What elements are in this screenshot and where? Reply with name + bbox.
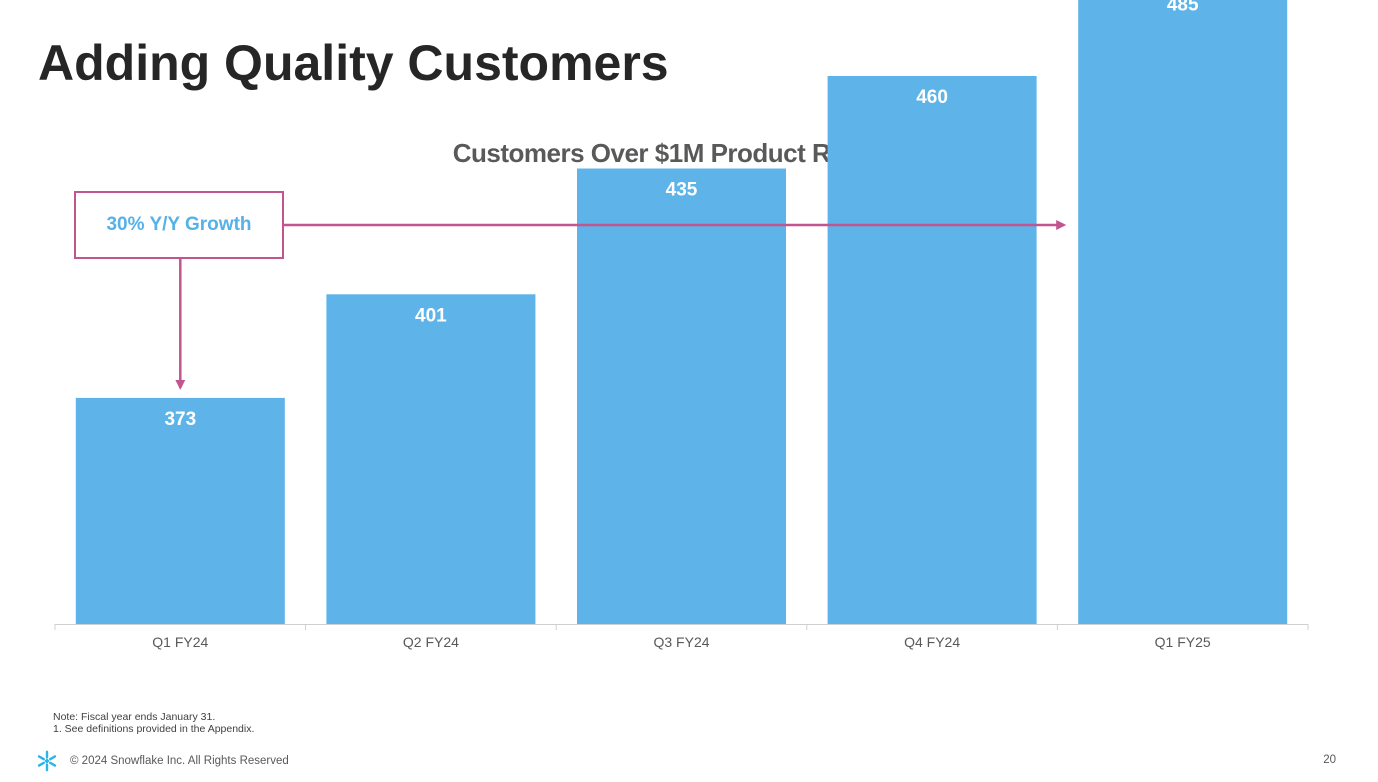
x-tick-label: Q4 FY24 — [904, 634, 960, 650]
growth-callout-text: 30% Y/Y Growth — [106, 214, 252, 235]
bar-q2-fy24 — [326, 294, 536, 624]
bar-value-label: 485 — [1167, 0, 1199, 16]
x-tick-label: Q1 FY24 — [152, 634, 208, 650]
bars-layer: 373 401 435 460 485 — [75, 0, 1288, 624]
bar-q1-fy24 — [75, 397, 285, 624]
x-tick-label: Q3 FY24 — [653, 634, 709, 650]
footnote-fiscal-year: Note: Fiscal year ends January 31. — [53, 711, 216, 723]
bar-value-label: 373 — [164, 409, 196, 430]
x-tick-label: Q2 FY24 — [403, 634, 459, 650]
bar-q3-fy24 — [577, 168, 786, 624]
copyright-text: © 2024 Snowflake Inc. All Rights Reserve… — [70, 755, 289, 767]
growth-annotation — [175, 220, 1067, 390]
bar-q4-fy24 — [827, 76, 1037, 624]
bar-q1-fy25 — [1078, 0, 1288, 624]
footnotes: Note: Fiscal year ends January 31. 1. Se… — [53, 711, 254, 735]
growth-callout-box: 30% Y/Y Growth — [74, 191, 284, 259]
page-number: 20 — [1323, 754, 1336, 766]
footer: © 2024 Snowflake Inc. All Rights Reserve… — [36, 750, 289, 772]
x-axis: Q1 FY24 Q2 FY24 Q3 FY24 Q4 FY24 Q1 FY25 — [54, 624, 1309, 650]
bar-value-label: 401 — [415, 305, 447, 326]
footnote-definitions: 1. See definitions provided in the Appen… — [53, 723, 255, 735]
bar-value-label: 460 — [916, 87, 948, 108]
bar-value-label: 435 — [666, 180, 698, 201]
x-tick-label: Q1 FY25 — [1155, 634, 1211, 650]
page-title: Adding Quality Customers — [38, 35, 669, 91]
bar-chart: 373 401 435 460 485 Q1 FY24 Q2 FY24 Q3 FY24 Q4 … — [54, 0, 1309, 650]
snowflake-icon — [37, 750, 57, 772]
